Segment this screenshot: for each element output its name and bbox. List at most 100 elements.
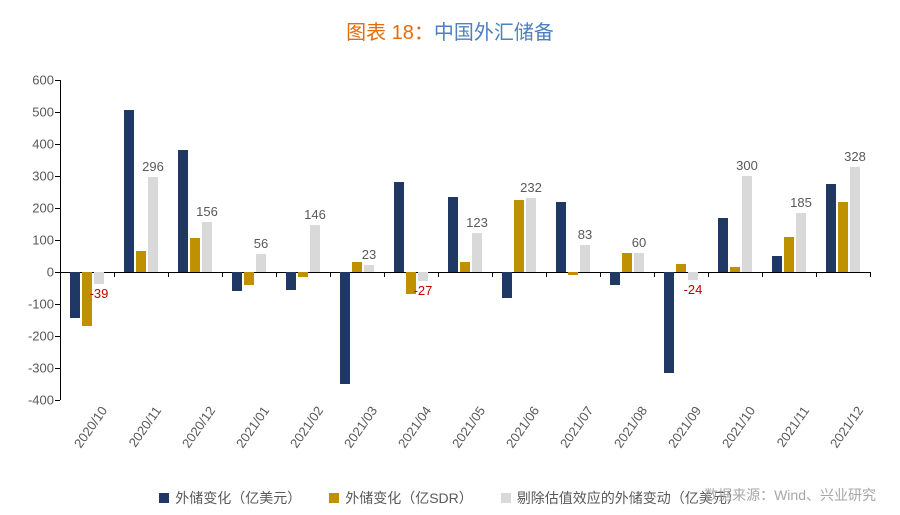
bar-s3 xyxy=(418,272,428,281)
bar-s1 xyxy=(610,272,620,285)
value-label: 296 xyxy=(142,159,164,174)
y-tick-mark xyxy=(55,176,60,177)
x-tick-mark xyxy=(600,272,601,277)
y-tick-mark xyxy=(55,208,60,209)
plot-area: -400-300-200-1000100200300400500600-3920… xyxy=(60,80,870,400)
legend-swatch xyxy=(329,493,339,503)
bar-s3 xyxy=(148,177,158,272)
value-label: 232 xyxy=(520,180,542,195)
y-tick-mark xyxy=(55,80,60,81)
x-tick-mark xyxy=(546,272,547,277)
bar-s1 xyxy=(124,110,134,272)
x-tick-mark xyxy=(276,272,277,277)
legend-swatch xyxy=(501,493,511,503)
bar-s1 xyxy=(70,272,80,318)
x-tick-mark xyxy=(114,272,115,277)
bar-s2 xyxy=(244,272,254,285)
x-category-label: 2021/09 xyxy=(660,400,704,451)
chart-title: 图表 18：中国外汇储备 xyxy=(0,0,900,45)
x-category-label: 2021/10 xyxy=(714,400,758,451)
bar-s3 xyxy=(688,272,698,280)
bar-s2 xyxy=(784,237,794,272)
x-category-label: 2021/11 xyxy=(769,400,813,450)
value-label: -27 xyxy=(414,283,433,298)
x-tick-mark xyxy=(330,272,331,277)
bar-s1 xyxy=(718,218,728,272)
x-tick-mark xyxy=(870,272,871,277)
value-label: 328 xyxy=(844,149,866,164)
legend-item: 外储变化（亿SDR） xyxy=(329,488,473,508)
bar-s3 xyxy=(94,272,104,284)
x-category-label: 2021/12 xyxy=(822,400,866,451)
value-label: -24 xyxy=(684,282,703,297)
bar-s1 xyxy=(232,272,242,291)
x-category-label: 2021/01 xyxy=(228,400,272,451)
bar-s3 xyxy=(742,176,752,272)
x-tick-mark xyxy=(816,272,817,277)
value-label: 123 xyxy=(466,215,488,230)
bar-s2 xyxy=(136,251,146,272)
bar-s1 xyxy=(826,184,836,272)
bar-s1 xyxy=(286,272,296,290)
x-category-label: 2021/07 xyxy=(552,400,596,451)
y-tick-mark xyxy=(55,112,60,113)
title-prefix: 图表 18： xyxy=(346,22,434,44)
value-label: 83 xyxy=(578,227,592,242)
bar-s2 xyxy=(676,264,686,272)
value-label: 300 xyxy=(736,158,758,173)
bar-s3 xyxy=(364,265,374,272)
value-label: 146 xyxy=(304,207,326,222)
x-tick-mark xyxy=(492,272,493,277)
legend-swatch xyxy=(159,493,169,503)
x-category-label: 2021/04 xyxy=(390,400,434,451)
bar-s1 xyxy=(556,202,566,272)
value-label: -39 xyxy=(90,286,109,301)
bar-s1 xyxy=(448,197,458,272)
x-category-label: 2021/05 xyxy=(444,400,488,451)
x-category-label: 2020/10 xyxy=(66,400,110,451)
bar-s3 xyxy=(256,254,266,272)
bar-s3 xyxy=(634,253,644,272)
x-category-label: 2021/06 xyxy=(498,400,542,451)
bar-s1 xyxy=(178,150,188,272)
bar-s2 xyxy=(568,272,578,275)
legend-label: 外储变化（亿SDR） xyxy=(345,488,473,508)
bar-s3 xyxy=(310,225,320,272)
bar-s3 xyxy=(796,213,806,272)
chart-container: 图表 18：中国外汇储备 -400-300-200-10001002003004… xyxy=(0,0,900,515)
y-tick-mark xyxy=(55,368,60,369)
bar-s2 xyxy=(838,202,848,272)
bar-s2 xyxy=(460,262,470,272)
bar-s2 xyxy=(622,253,632,272)
value-label: 156 xyxy=(196,204,218,219)
title-text: 中国外汇储备 xyxy=(434,22,554,44)
y-tick-mark xyxy=(55,144,60,145)
x-tick-mark xyxy=(222,272,223,277)
x-category-label: 2021/02 xyxy=(282,400,326,451)
bar-s1 xyxy=(772,256,782,272)
x-tick-mark xyxy=(708,272,709,277)
bar-s2 xyxy=(730,267,740,272)
y-axis xyxy=(60,80,61,400)
x-category-label: 2020/11 xyxy=(121,400,165,450)
bar-s1 xyxy=(664,272,674,373)
x-tick-mark xyxy=(762,272,763,277)
value-label: 60 xyxy=(632,235,646,250)
x-tick-mark xyxy=(60,272,61,277)
x-tick-mark xyxy=(168,272,169,277)
bar-s2 xyxy=(298,272,308,277)
x-category-label: 2021/03 xyxy=(336,400,380,451)
bar-s1 xyxy=(394,182,404,272)
bar-s3 xyxy=(850,167,860,272)
y-tick-mark xyxy=(55,304,60,305)
y-tick-mark xyxy=(55,400,60,401)
bar-s2 xyxy=(352,262,362,272)
legend-item: 外储变化（亿美元） xyxy=(159,488,301,508)
bar-s1 xyxy=(502,272,512,298)
x-axis xyxy=(60,272,870,273)
x-category-label: 2021/08 xyxy=(606,400,650,451)
bar-s2 xyxy=(514,200,524,272)
bar-s3 xyxy=(580,245,590,272)
y-tick-mark xyxy=(55,336,60,337)
bar-s3 xyxy=(202,222,212,272)
